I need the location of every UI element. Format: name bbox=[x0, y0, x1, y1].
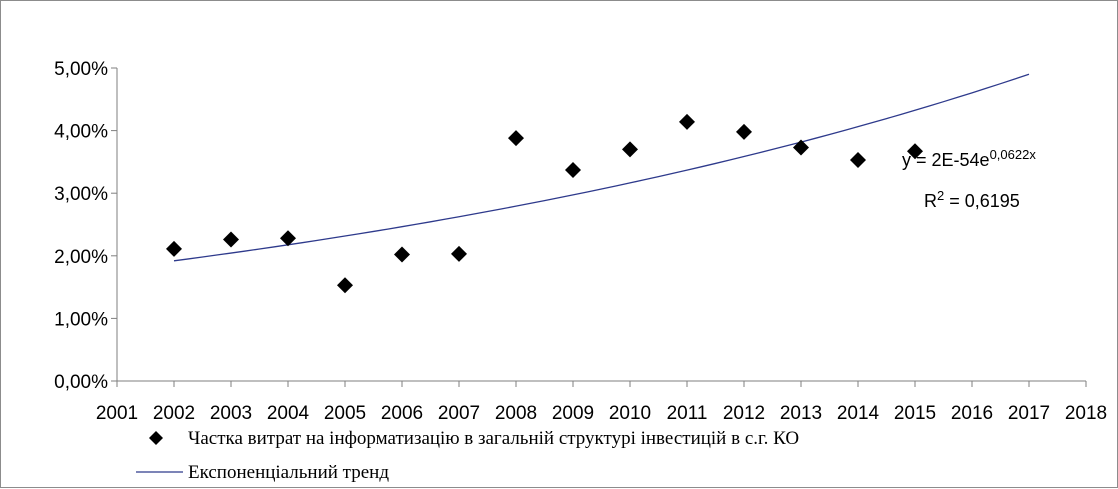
data-point bbox=[508, 130, 524, 147]
trend-layer bbox=[173, 73, 1030, 262]
data-point bbox=[451, 245, 467, 262]
y-tick-label: 1,00% bbox=[54, 309, 108, 330]
x-tick-label: 2011 bbox=[667, 403, 708, 424]
x-tick-label: 2015 bbox=[894, 403, 936, 424]
y-tick-labels: 0,00% 1,00% 2,00% 3,00% 4,00% 5,00% bbox=[54, 59, 108, 393]
data-point bbox=[736, 123, 752, 140]
data-point bbox=[337, 277, 353, 294]
y-tick-label: 4,00% bbox=[54, 122, 108, 143]
trend-equation: y = 2E-54e0,0622x bbox=[902, 147, 1036, 170]
x-tick-label: 2008 bbox=[495, 403, 537, 424]
x-tick-label: 2005 bbox=[324, 403, 366, 424]
y-tick-label: 0,00% bbox=[54, 372, 108, 393]
y-tick-label: 5,00% bbox=[54, 59, 108, 80]
data-point bbox=[280, 230, 296, 247]
data-point bbox=[793, 139, 809, 156]
r-squared-label: R2 = 0,6195 bbox=[924, 188, 1020, 211]
data-point bbox=[850, 152, 866, 169]
x-tick-label: 2013 bbox=[780, 403, 822, 424]
data-point bbox=[166, 240, 182, 257]
data-point bbox=[394, 246, 410, 263]
x-tick-label: 2012 bbox=[723, 403, 765, 424]
legend-marker-diamond bbox=[149, 431, 163, 445]
x-tick-label: 2016 bbox=[951, 403, 993, 424]
x-tick-label: 2010 bbox=[609, 403, 651, 424]
x-tick-label: 2018 bbox=[1065, 403, 1107, 424]
data-point bbox=[907, 143, 923, 160]
x-tick-labels: 2001 2002 2003 2004 2005 2006 2007 2008 2009 2010… bbox=[96, 403, 1107, 424]
x-tick-label: 2009 bbox=[552, 403, 594, 424]
x-tick-label: 2004 bbox=[267, 403, 310, 424]
data-point bbox=[223, 231, 239, 248]
x-tick-label: 2003 bbox=[210, 403, 252, 424]
axes bbox=[111, 67, 1087, 387]
x-tick-label: 2007 bbox=[438, 403, 480, 424]
x-tick-label: 2006 bbox=[381, 403, 423, 424]
x-tick-label: 2001 bbox=[96, 403, 138, 424]
x-tick-label: 2002 bbox=[153, 403, 195, 424]
legend-label-trend: Експоненціальний тренд bbox=[188, 462, 389, 483]
data-point bbox=[622, 141, 638, 158]
legend: Частка витрат на інформатизацію в загаль… bbox=[136, 428, 799, 483]
legend-label-series: Частка витрат на інформатизацію в загаль… bbox=[188, 428, 799, 449]
x-tick-label: 2017 bbox=[1008, 403, 1050, 424]
x-tick-label: 2014 bbox=[837, 403, 880, 424]
data-point bbox=[565, 162, 581, 179]
trend-line bbox=[173, 73, 1030, 262]
y-tick-label: 2,00% bbox=[54, 247, 108, 268]
data-point bbox=[679, 113, 695, 130]
y-tick-label: 3,00% bbox=[54, 184, 108, 205]
points-layer bbox=[166, 113, 923, 294]
